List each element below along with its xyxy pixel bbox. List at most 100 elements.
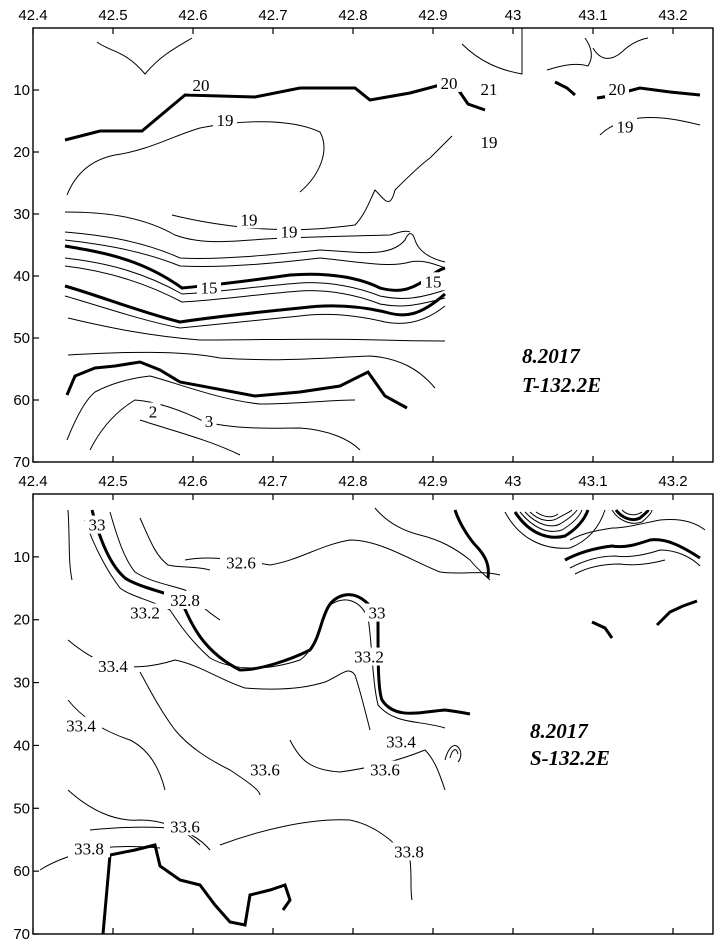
salinity-y-tick-label: 30: [13, 675, 30, 692]
temperature-contour-label-background: [197, 278, 221, 297]
salinity-contour-label-background: [220, 553, 262, 572]
salinity-y-tick-label: 50: [13, 800, 30, 817]
salinity-axis-ticks: 10 20 30 40 50 60 70: [13, 494, 674, 943]
temperature-axis-ticks: 42.4 42.4 42.5 42.5 42.6 42.6 42.7 42.7 42.8 42.8…: [13, 7, 687, 490]
salinity-y-tick-label: 40: [13, 737, 30, 754]
salinity-y-tick-label: 10: [13, 549, 30, 566]
contour-line: [574, 559, 666, 575]
temperature-x-tick-label-bottom: 43: [505, 473, 522, 490]
contour-line: [64, 295, 446, 329]
contour-line: [564, 538, 701, 562]
temperature-contour-label-background: [421, 272, 445, 291]
temperature-contour-label: 19: [617, 117, 634, 136]
temperature-contour-label-background: [477, 80, 501, 99]
salinity-contour-label-background: [364, 760, 406, 779]
contour-line: [569, 549, 701, 569]
temperature-x-tick-label-top: 42.8: [338, 7, 367, 24]
temperature-x-tick-label-bottom: 42.8: [338, 473, 367, 490]
contour-line: [529, 509, 573, 521]
salinity-contour-label-background: [60, 716, 102, 735]
salinity-contour-label-background: [164, 817, 206, 836]
temperature-caption-title: T-132.2E: [522, 373, 601, 397]
contour-line: [444, 745, 462, 763]
salinity-contour-label: 33.4: [98, 657, 128, 676]
salinity-contour-label: 33.2: [354, 648, 384, 667]
contour-line: [554, 80, 576, 97]
contour-line: [655, 599, 698, 627]
contour-line: [67, 317, 446, 342]
temperature-x-tick-label-top: 42.9: [418, 7, 447, 24]
contour-line: [504, 509, 606, 549]
salinity-contour-label-background: [92, 657, 134, 675]
salinity-contour-label: 33.8: [74, 839, 104, 858]
salinity-contour-label-background: [164, 591, 206, 609]
contour-line: [64, 231, 446, 263]
contour-line: [591, 620, 614, 639]
contour-line: [453, 509, 490, 579]
temperature-y-tick-label: 60: [13, 392, 30, 409]
contour-line: [524, 509, 578, 527]
temperature-contour-label-background: [477, 132, 501, 151]
contour-line: [67, 639, 371, 731]
contour-line: [139, 517, 211, 571]
temperature-contour-label: 20: [441, 74, 458, 93]
contour-line: [84, 519, 446, 729]
contour-line: [513, 509, 590, 539]
temperature-contour-label: 19: [481, 133, 498, 152]
contour-line: [67, 509, 73, 581]
temperature-y-tick-label: 70: [13, 454, 30, 471]
contour-line: [64, 265, 446, 307]
contour-line: [219, 819, 413, 901]
contour-line: [65, 360, 408, 410]
temperature-contour-label: 19: [217, 111, 234, 130]
salinity-contour-label-background: [365, 603, 389, 622]
contour-line: [546, 37, 592, 71]
contour-line: [64, 239, 446, 269]
temperature-contour-label-background: [213, 111, 237, 130]
temperature-x-tick-label-bottom: 43.2: [658, 473, 687, 490]
salinity-contour-label: 33.6: [250, 761, 280, 780]
temperature-x-tick-label-bottom: 42.7: [258, 473, 287, 490]
temperature-contour-label: 21: [481, 80, 498, 99]
salinity-contour-label-background: [380, 732, 422, 751]
salinity-contour-label: 32.6: [226, 553, 256, 572]
temperature-contour-label: 20: [609, 80, 626, 99]
contour-line: [611, 509, 653, 524]
salinity-contour-label: 33: [89, 516, 106, 535]
salinity-caption-title: S-132.2E: [530, 746, 610, 770]
temperature-contour-label: 3: [205, 412, 214, 431]
salinity-contour-lines: [39, 507, 706, 935]
salinity-contour-label: 33.2: [130, 604, 160, 623]
contour-line: [64, 284, 446, 324]
salinity-y-tick-label: 20: [13, 612, 30, 629]
salinity-contour-label: 33.4: [386, 732, 416, 751]
salinity-contour-label: 33.8: [394, 842, 424, 861]
contour-line: [535, 511, 559, 518]
temperature-x-tick-label-top: 43: [505, 7, 522, 24]
temperature-x-tick-label-top: 42.5: [98, 7, 127, 24]
contour-line: [139, 671, 261, 796]
temperature-x-tick-label-top: 42.7: [258, 7, 287, 24]
temperature-x-tick-label-top: 42.4: [18, 7, 47, 24]
salinity-contour-label: 32.8: [170, 591, 200, 610]
temperature-x-tick-label-top: 42.6: [178, 7, 207, 24]
contour-line: [64, 83, 486, 142]
salinity-contour-label-background: [85, 515, 109, 534]
temperature-y-tick-label: 50: [13, 330, 30, 347]
temperature-y-tick-label: 10: [13, 82, 30, 99]
contour-line: [67, 699, 166, 791]
salinity-plot-frame: [32, 493, 714, 935]
temperature-x-tick-label-bottom: 42.9: [418, 473, 447, 490]
temperature-contour-label-background: [237, 210, 261, 229]
contour-line: [139, 419, 241, 456]
contour-line: [64, 244, 446, 292]
temperature-contour-lines: [64, 28, 701, 456]
contour-line: [461, 28, 523, 75]
temperature-y-tick-label: 20: [13, 144, 30, 161]
temperature-contour-label-background: [437, 73, 461, 92]
temperature-caption-date: 8.2017: [522, 344, 581, 368]
temperature-contour-label: 15: [201, 279, 218, 298]
contour-line: [66, 375, 356, 441]
temperature-contour-label: 19: [281, 223, 298, 242]
